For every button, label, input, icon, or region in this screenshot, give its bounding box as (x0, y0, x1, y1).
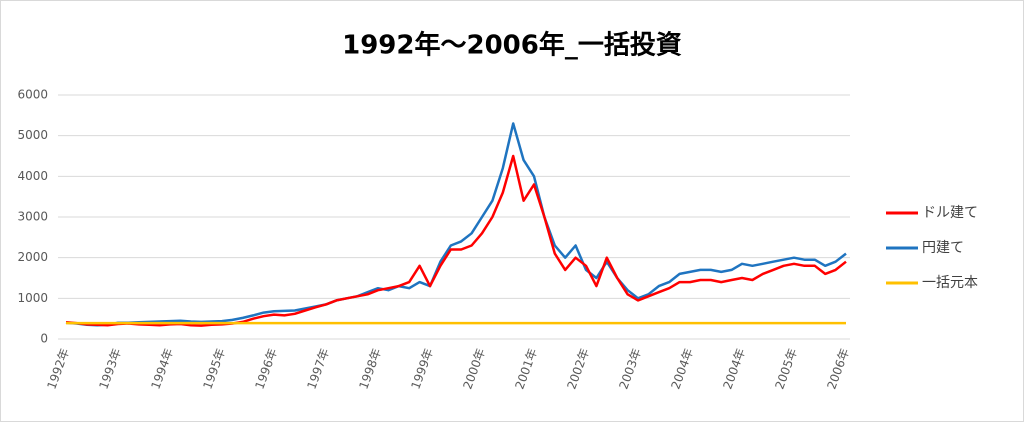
y-tick-label: 2000 (17, 250, 48, 264)
y-tick-label: 3000 (17, 210, 48, 224)
y-tick-label: 0 (40, 332, 48, 346)
chart-title: 1992年～2006年_一括投資 (342, 30, 682, 61)
y-tick-label: 4000 (17, 169, 48, 183)
series-line (65, 154, 847, 327)
y-tick-label: 5000 (17, 128, 48, 142)
series-line (65, 122, 847, 327)
legend-label: ドル建て (922, 205, 978, 221)
y-tick-label: 6000 (17, 88, 48, 102)
y-tick-label: 1000 (17, 291, 48, 305)
legend-label: 円建て (922, 240, 964, 256)
legend-label: 一括元本 (922, 275, 978, 291)
